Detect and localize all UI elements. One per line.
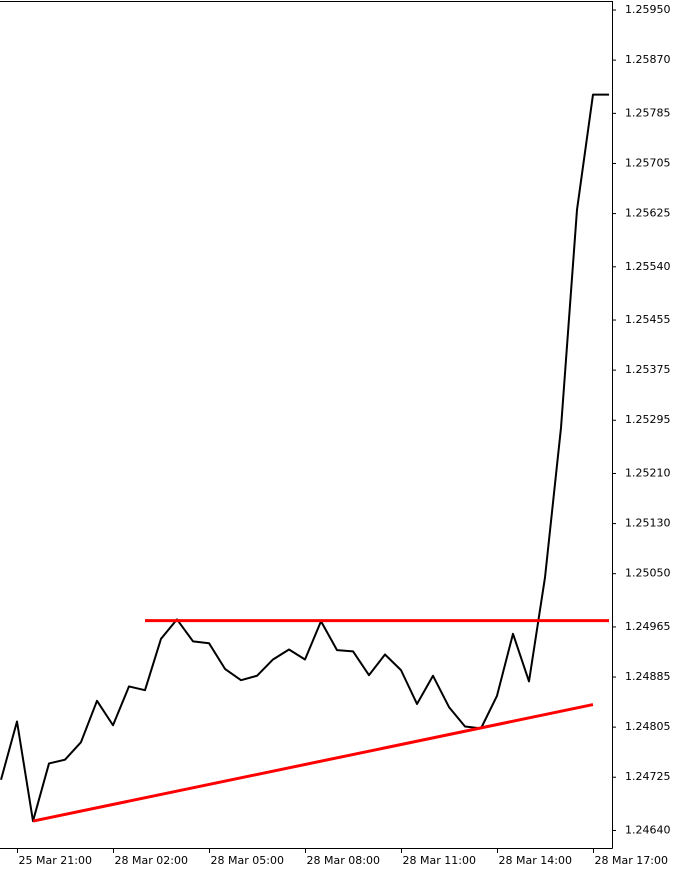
y-tick-label: 1.25210	[625, 466, 671, 479]
y-tick-label: 1.25705	[625, 156, 671, 169]
x-tick-label: 28 Mar 02:00	[115, 854, 188, 867]
x-tick-label: 28 Mar 05:00	[211, 854, 284, 867]
y-tick-label: 1.25295	[625, 413, 671, 426]
x-tick-label: 28 Mar 14:00	[499, 854, 572, 867]
y-tick-label: 1.25050	[625, 567, 671, 580]
price-line	[0, 93, 609, 823]
y-tick-label: 1.25130	[625, 517, 671, 530]
y-tick-label: 1.24725	[625, 770, 671, 783]
y-tick-label: 1.25785	[625, 106, 671, 119]
x-tick-label: 28 Mar 17:00	[595, 854, 668, 867]
y-tick-label: 1.25455	[625, 313, 671, 326]
x-tick-label: 28 Mar 08:00	[307, 854, 380, 867]
y-tick-label: 1.25870	[625, 53, 671, 66]
x-tick-label: 28 Mar 11:00	[403, 854, 476, 867]
y-tick-label: 1.24640	[625, 823, 671, 836]
y-tick-label: 1.25540	[625, 260, 671, 273]
y-tick-label: 1.25950	[625, 3, 671, 16]
y-tick-label: 1.24965	[625, 620, 671, 633]
y-tick-label: 1.24805	[625, 720, 671, 733]
y-tick-label: 1.24885	[625, 670, 671, 683]
y-tick-label: 1.25375	[625, 363, 671, 376]
x-tick-label: 25 Mar 21:00	[19, 854, 92, 867]
y-tick-label: 1.25625	[625, 207, 671, 220]
trendline	[32, 703, 594, 823]
